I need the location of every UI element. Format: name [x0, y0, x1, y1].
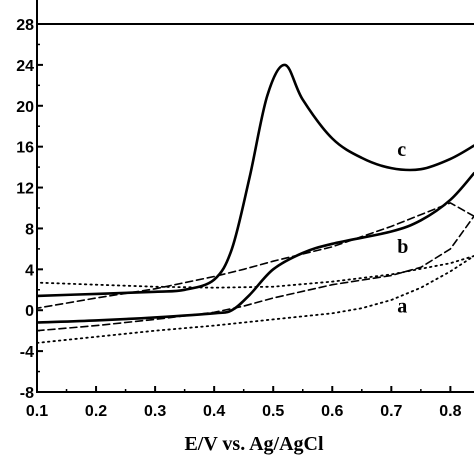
x-tick-label: 0.8: [439, 403, 461, 420]
y-tick-label: 4: [25, 262, 34, 279]
y-tick-label: 8: [25, 221, 34, 238]
x-tick-label: 0.6: [321, 403, 343, 420]
x-tick-label: 0.1: [26, 403, 48, 420]
curve-labels-layer: a b c: [397, 139, 408, 317]
x-axis-label: E/V vs. Ag/AgCl: [184, 433, 324, 455]
curve-label-c: c: [397, 139, 406, 161]
curve-b-forward: [37, 215, 474, 332]
axes-frame: [36, 0, 474, 393]
y-tick-label: 0: [25, 303, 34, 320]
y-tick-label: 24: [16, 58, 34, 75]
curve-a-reverse: [37, 255, 474, 289]
y-tick-label: -8: [20, 385, 34, 402]
x-tick-label: 0.2: [85, 403, 107, 420]
y-tick-label: 20: [16, 99, 34, 116]
y-tick-label: 16: [16, 140, 34, 157]
curve-c-forward: [37, 171, 474, 324]
x-tick-label: 0.4: [203, 403, 225, 420]
curve-c-reverse: [37, 63, 474, 298]
x-tick-label: 0.5: [262, 403, 284, 420]
curve-label-b: b: [397, 236, 408, 258]
x-tick-label: 0.3: [144, 403, 166, 420]
axes-layer: -8 -4 0 4 8 12 16 20 24 28 0.1 0.2 0.3 0.4 0.5 0.6 0.7 0.…: [16, 0, 474, 420]
y-tick-label: -4: [20, 344, 34, 361]
y-tick-label: 28: [16, 17, 34, 34]
curve-label-a: a: [397, 295, 407, 317]
curve-a-forward: [37, 255, 474, 344]
x-tick-label: 0.7: [380, 403, 402, 420]
curves-layer: [37, 63, 474, 344]
y-tick-label: 12: [16, 181, 34, 198]
